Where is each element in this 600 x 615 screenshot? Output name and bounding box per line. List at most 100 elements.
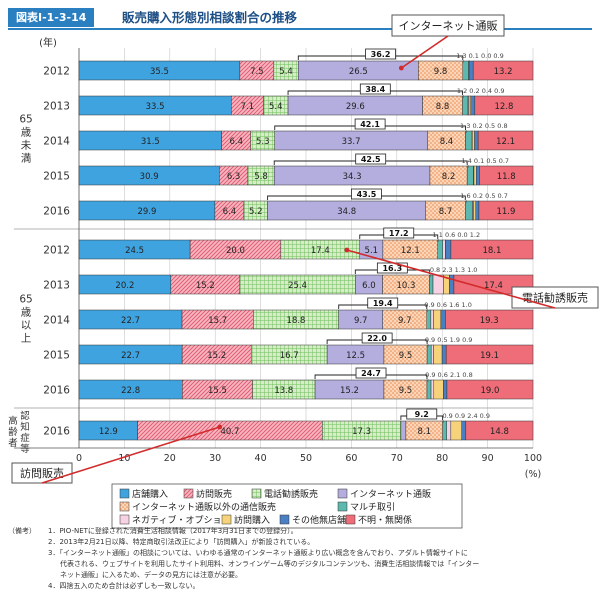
note-4: 4．四捨五入のため合計は必ずしも一致しない。	[48, 582, 200, 590]
data-label: 16.7	[280, 351, 299, 361]
data-label: 12.1	[496, 137, 515, 147]
group-label-char: 65	[19, 114, 32, 126]
x-tick-label: 0	[76, 453, 82, 464]
bar-segment	[462, 95, 469, 116]
x-tick-label: 70	[391, 453, 403, 464]
subtotal-label: 24.7	[361, 369, 381, 378]
bar-segment	[445, 239, 452, 260]
bar-segment	[432, 274, 444, 295]
data-label: 5.4	[279, 67, 293, 77]
data-label: 12.5	[346, 351, 365, 361]
small-values-label: 1.4 0.1 0.5 0.7	[462, 157, 510, 165]
subtotal-label: 42.1	[360, 120, 380, 129]
x-tick-label: 90	[482, 453, 494, 464]
data-label: 33.5	[146, 102, 165, 112]
figure-title: 販売購入形態別相談割合の推移	[122, 10, 298, 25]
title-rule	[8, 28, 592, 30]
x-tick-label: 30	[209, 453, 221, 464]
bar-segment	[450, 239, 534, 260]
note-3-cont-2: ネット通販」に入るため、データの見方には注意が必要。	[60, 571, 242, 579]
legend-label: マルチ取引	[350, 502, 395, 513]
data-label: 13.8	[274, 386, 293, 396]
note-3-cont-1: 代表される、ウェブサイトを利用したサイト利用料、オンラインゲーム等のデジタルコン…	[60, 560, 480, 568]
legend-item: 不明・無関係	[345, 514, 412, 526]
row-year-label: 2016	[43, 206, 70, 218]
group-label-char: 上	[21, 333, 32, 345]
legend-swatch	[279, 514, 290, 525]
data-label: 29.9	[137, 207, 156, 217]
legend-label: 不明・無関係	[358, 514, 412, 526]
legend-swatch	[119, 488, 130, 499]
group-label-char: 高	[8, 415, 18, 427]
callout-phone-arrowhead	[344, 247, 350, 253]
subtotal-label: 42.5	[361, 155, 381, 164]
data-label: 17.4	[311, 246, 330, 256]
data-label: 8.8	[436, 102, 450, 112]
x-tick-label: 40	[255, 453, 267, 464]
data-label: 15.5	[208, 386, 227, 396]
callout-visit-label: 訪問販売	[20, 466, 64, 480]
bar-segment	[426, 379, 432, 400]
subtotal-box	[359, 83, 391, 95]
bar-segment	[468, 95, 471, 116]
bar-segment	[442, 420, 447, 441]
subtotal-box	[361, 332, 393, 344]
bar-segment	[465, 420, 534, 441]
data-label: 34.3	[343, 172, 362, 182]
group-label-char: 認	[20, 410, 30, 422]
legend-label: 店舗購入	[132, 488, 168, 500]
x-tick-label: 80	[436, 453, 448, 464]
subtotal-label: 22.0	[367, 334, 387, 343]
subtotal-label: 19.4	[373, 299, 393, 308]
small-values-label: 1.3 0.2 0.5 0.8	[460, 122, 508, 130]
bar-segment	[476, 165, 480, 186]
row-year-label: 2016	[43, 426, 70, 438]
note-2: 2．2013年2月21日以降、特定商取引法改正により「訪問購入」が新設されている…	[48, 538, 315, 546]
data-label: 5.8	[254, 172, 268, 182]
subtotal-label: 16.3	[382, 264, 402, 273]
data-label: 17.3	[352, 427, 371, 437]
legend-item: ネガティブ・オプション	[119, 514, 230, 526]
small-values-label: 1.1 0.6 0.0 1.2	[433, 231, 481, 239]
data-label: 6.4	[229, 137, 243, 147]
bar-segment	[429, 274, 434, 295]
bar-segment	[468, 60, 474, 81]
bar-row	[78, 344, 534, 365]
data-label: 22.7	[121, 316, 140, 326]
row-year-label: 2014	[43, 315, 70, 327]
legend-item: 訪問販売	[183, 488, 232, 500]
bar-segment	[440, 309, 446, 330]
subtotal-box	[351, 188, 382, 200]
bar-row	[78, 165, 534, 186]
group-label-char: 未	[21, 140, 32, 152]
legend-swatch	[337, 501, 348, 512]
data-label: 19.3	[480, 316, 499, 326]
data-label: 22.8	[121, 386, 140, 396]
callout-internet-arrow	[400, 35, 449, 69]
subtotal-box	[365, 48, 396, 60]
x-tick-label: 50	[300, 453, 312, 464]
data-label: 11.9	[496, 207, 515, 217]
bar-segment	[461, 420, 467, 441]
data-label: 5.3	[256, 137, 270, 147]
data-label: 17.4	[484, 281, 503, 291]
legend-item: その他無店舗	[279, 514, 346, 526]
data-label: 13.2	[494, 67, 513, 77]
group-label-char: 満	[21, 153, 32, 165]
row-year-label: 2012	[43, 245, 70, 257]
small-values-label: 0.8 2.3 1.3 1.0	[430, 266, 478, 274]
note-3: 3．「インターネット通販」の相談については、いわゆる通常のインターネット通販より…	[48, 549, 468, 557]
legend-item: 訪問購入	[221, 514, 270, 526]
group-label-char: 65	[19, 294, 32, 306]
subtotal-box	[406, 408, 438, 420]
figure-badge: 図表Ⅰ-1-3-14	[8, 8, 95, 27]
bar-segment	[445, 309, 534, 330]
legend-swatch	[221, 514, 232, 525]
data-label: 26.5	[349, 67, 368, 77]
bar-row	[78, 95, 534, 116]
legend-label: 訪問販売	[196, 488, 232, 500]
bar-segment	[479, 165, 534, 186]
data-label: 15.2	[340, 386, 359, 396]
